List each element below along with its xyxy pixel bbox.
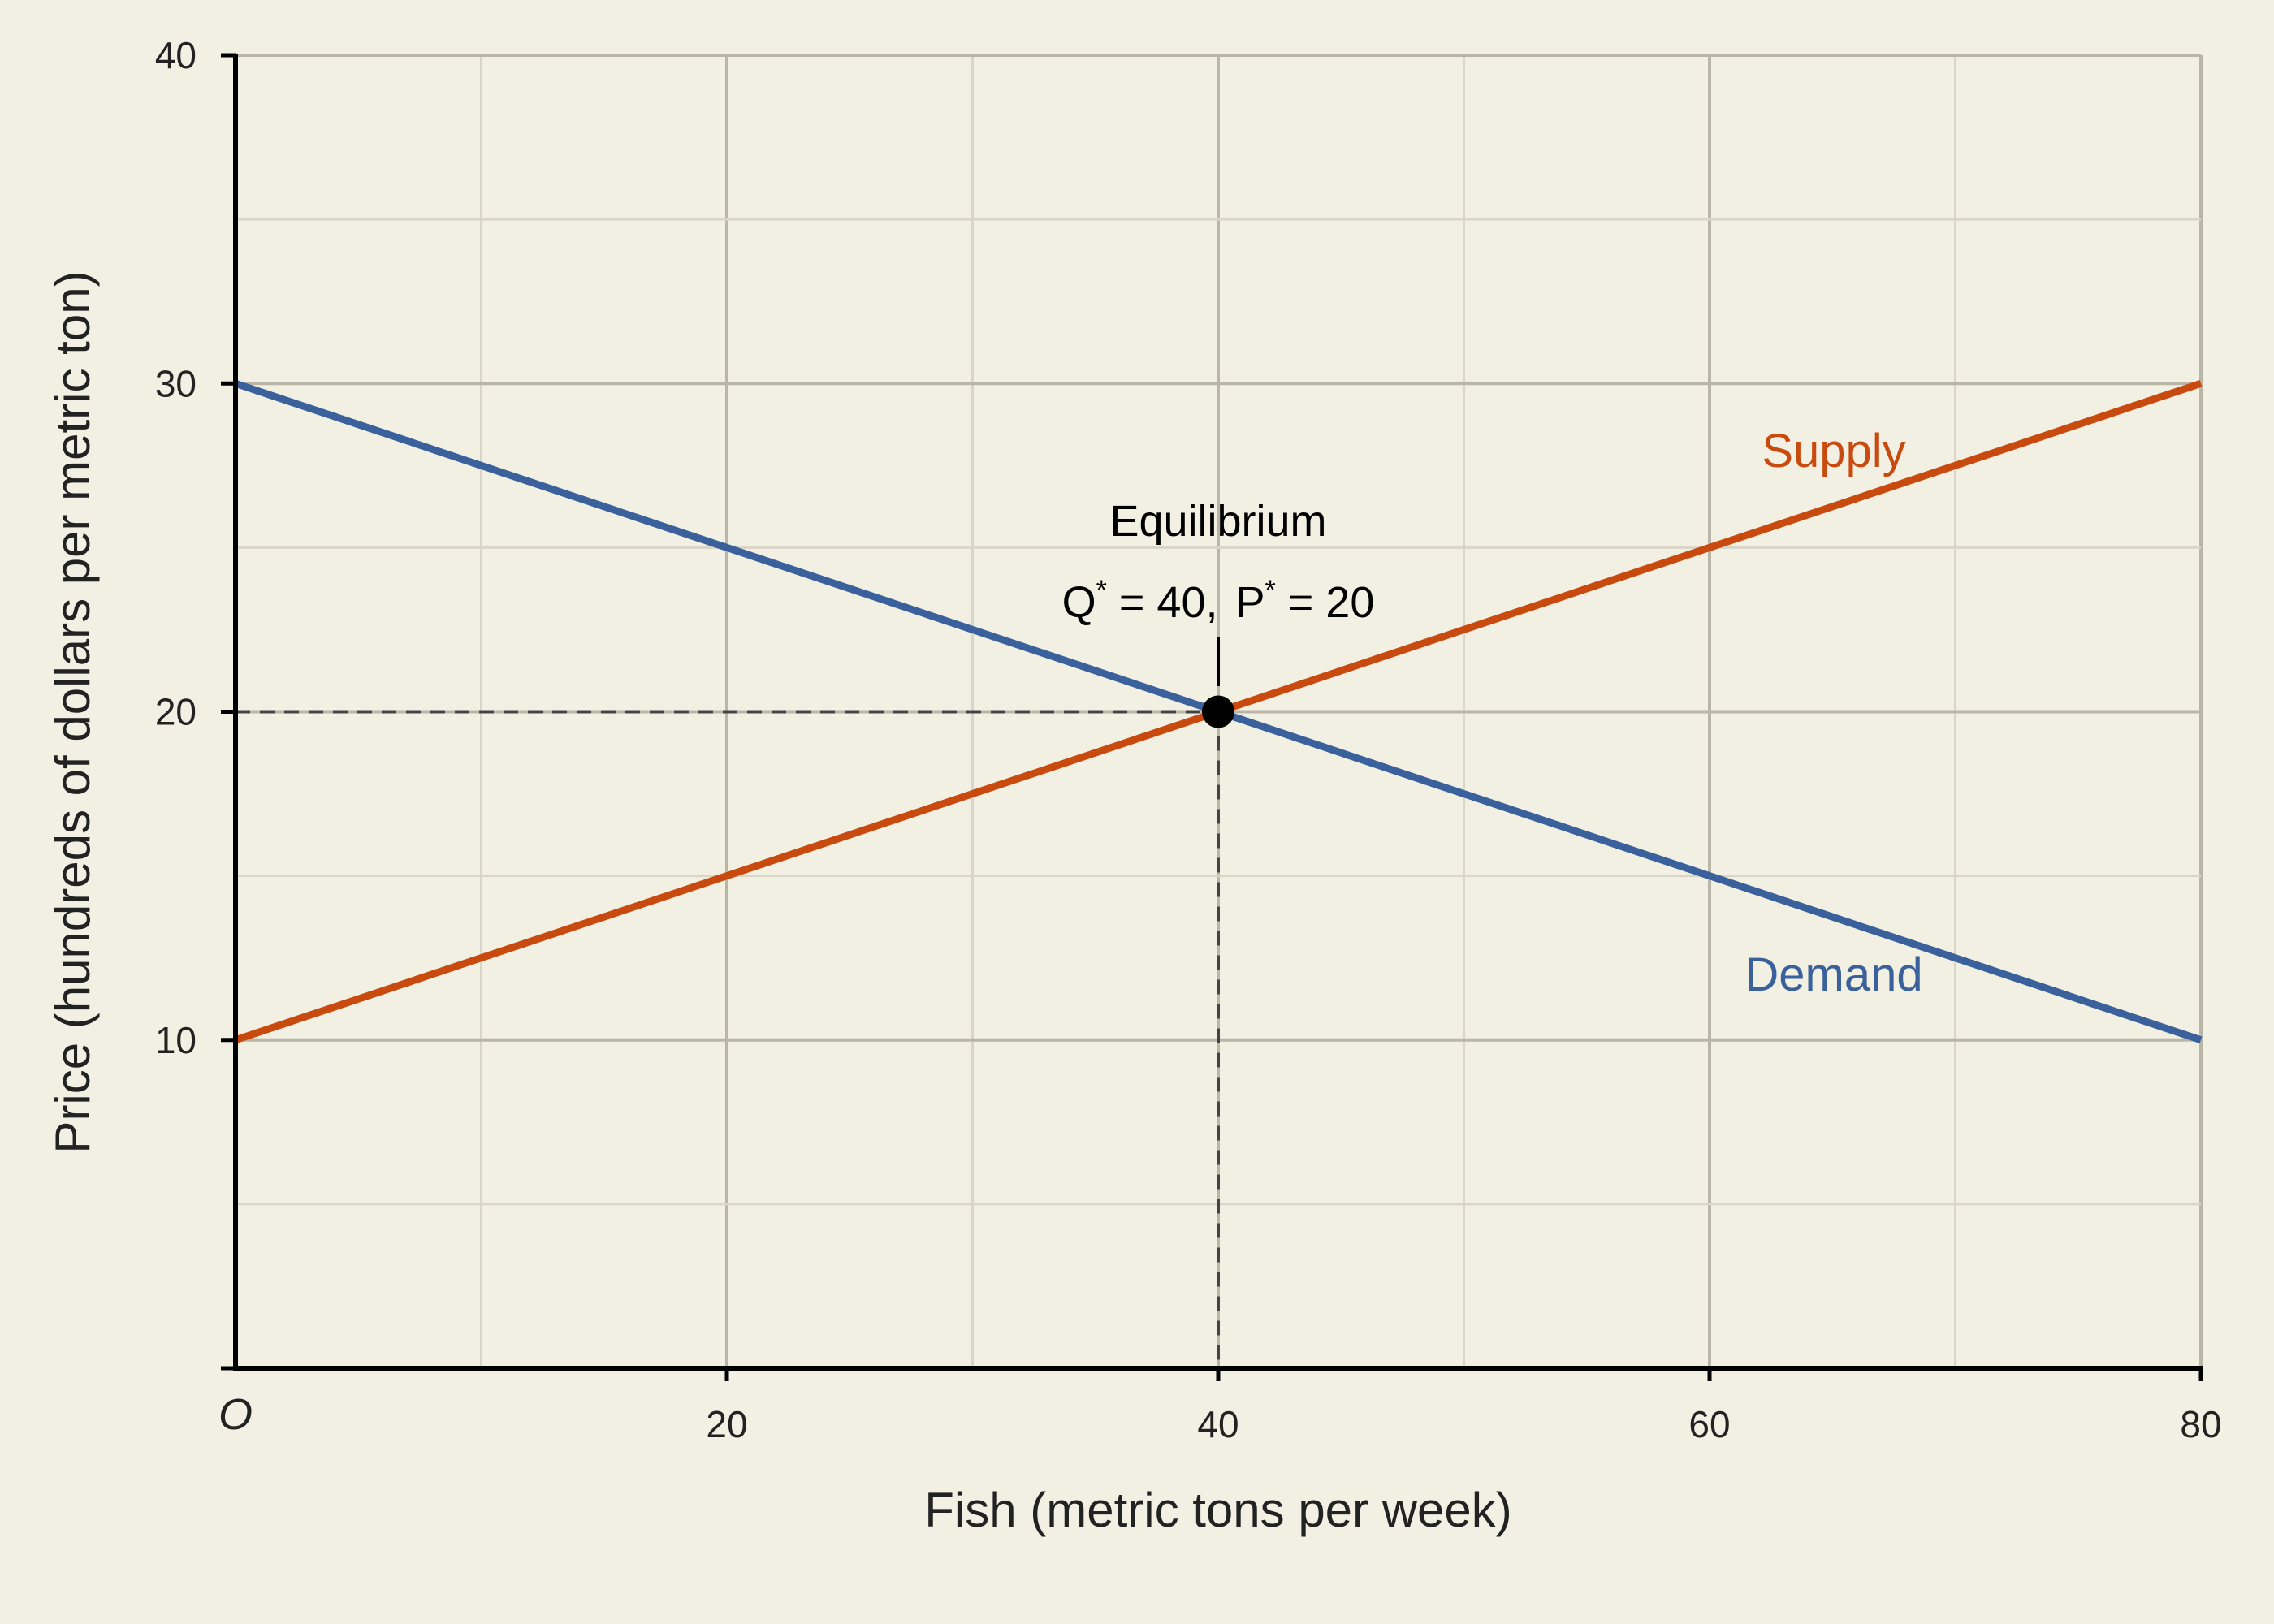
- y-tick-label-40: 40: [155, 34, 197, 76]
- equilibrium-marker-group: [1202, 637, 1234, 728]
- x-tick-label-20: 20: [706, 1403, 747, 1445]
- q-value: = 40,: [1107, 578, 1218, 627]
- demand-label: Demand: [1744, 948, 1922, 1001]
- q-symbol: Q: [1062, 578, 1096, 627]
- q-star: *: [1096, 575, 1107, 606]
- tick-labels: 10 20 30 40 20 40 60 80: [155, 34, 2222, 1445]
- x-tick-label-40: 40: [1197, 1403, 1239, 1445]
- y-tick-label-10: 10: [155, 1019, 197, 1061]
- axes: [221, 53, 2203, 1381]
- y-axis-label: Price (hundreds of dollars per metric to…: [45, 270, 100, 1153]
- supply-label: Supply: [1762, 425, 1905, 477]
- p-symbol: P: [1235, 578, 1265, 627]
- p-star: *: [1265, 575, 1276, 606]
- x-axis-label: Fish (metric tons per week): [924, 1483, 1512, 1537]
- x-tick-label-80: 80: [2180, 1403, 2221, 1445]
- x-tick-label-60: 60: [1688, 1403, 1730, 1445]
- origin-label: O: [218, 1390, 253, 1439]
- p-value: = 20: [1276, 578, 1375, 627]
- equilibrium-title: Equilibrium: [1109, 497, 1326, 546]
- equilibrium-guides: [236, 710, 1220, 1368]
- equilibrium-point: [1202, 695, 1234, 728]
- equilibrium-values: Q* = 40, P* = 20: [1062, 575, 1375, 627]
- y-tick-label-20: 20: [155, 691, 197, 733]
- y-tick-label-30: 30: [155, 362, 197, 404]
